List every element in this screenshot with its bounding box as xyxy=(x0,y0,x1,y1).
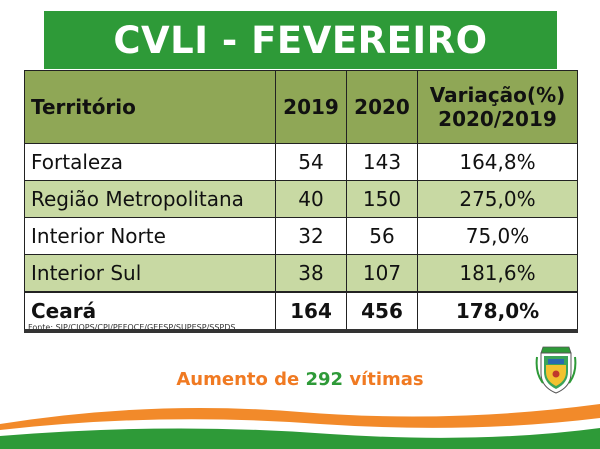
title-banner: CVLI - FEVEREIRO xyxy=(44,11,557,69)
value-2019-cell: 38 xyxy=(275,254,347,293)
table-row-total: Ceará 164 456 178,0% xyxy=(24,291,578,333)
increase-suffix: vítimas xyxy=(343,369,424,390)
increase-summary: Aumento de 292 vítimas xyxy=(0,369,600,390)
value-2020-cell: 107 xyxy=(346,254,418,293)
territory-cell: Interior Sul xyxy=(24,254,276,293)
total-2020-cell: 456 xyxy=(346,291,418,333)
variation-cell: 75,0% xyxy=(417,217,578,255)
variation-header-line2: 2020/2019 xyxy=(438,107,557,131)
increase-number: 292 xyxy=(305,369,344,390)
value-2020-cell: 150 xyxy=(346,180,418,218)
table-row-fortaleza: Fortaleza 54 143 164,8% xyxy=(24,143,578,181)
table-header-row: Território 2019 2020 Variação(%) 2020/20… xyxy=(24,70,578,144)
total-variation-cell: 178,0% xyxy=(417,291,578,333)
table-row-interior-norte: Interior Norte 32 56 75,0% xyxy=(24,217,578,255)
footer-waves xyxy=(0,404,600,449)
source-note: Fonte: SIP/CIOPS/CPI/PEFOCE/GEESP/SUPESP… xyxy=(28,323,236,332)
cvli-table: Território 2019 2020 Variação(%) 2020/20… xyxy=(24,70,578,333)
column-header-2020: 2020 xyxy=(346,70,418,144)
total-territory-cell: Ceará xyxy=(24,291,276,333)
value-2020-cell: 143 xyxy=(346,143,418,181)
territory-cell: Interior Norte xyxy=(24,217,276,255)
variation-cell: 275,0% xyxy=(417,180,578,218)
column-header-variation: Variação(%) 2020/2019 xyxy=(417,70,578,144)
variation-cell: 164,8% xyxy=(417,143,578,181)
column-header-2019: 2019 xyxy=(275,70,347,144)
ceara-coat-of-arms-icon xyxy=(535,346,577,394)
table-row-interior-sul: Interior Sul 38 107 181,6% xyxy=(24,254,578,293)
variation-cell: 181,6% xyxy=(417,254,578,293)
table-row-regiao-metropolitana: Região Metropolitana 40 150 275,0% xyxy=(24,180,578,218)
variation-header-line1: Variação(%) xyxy=(429,83,566,107)
page-title: CVLI - FEVEREIRO xyxy=(113,18,488,62)
total-2019-cell: 164 xyxy=(275,291,347,333)
territory-cell: Região Metropolitana xyxy=(24,180,276,218)
value-2020-cell: 56 xyxy=(346,217,418,255)
value-2019-cell: 54 xyxy=(275,143,347,181)
column-header-territory: Território xyxy=(24,70,276,144)
value-2019-cell: 32 xyxy=(275,217,347,255)
increase-prefix: Aumento de xyxy=(176,369,306,390)
territory-cell: Fortaleza xyxy=(24,143,276,181)
value-2019-cell: 40 xyxy=(275,180,347,218)
